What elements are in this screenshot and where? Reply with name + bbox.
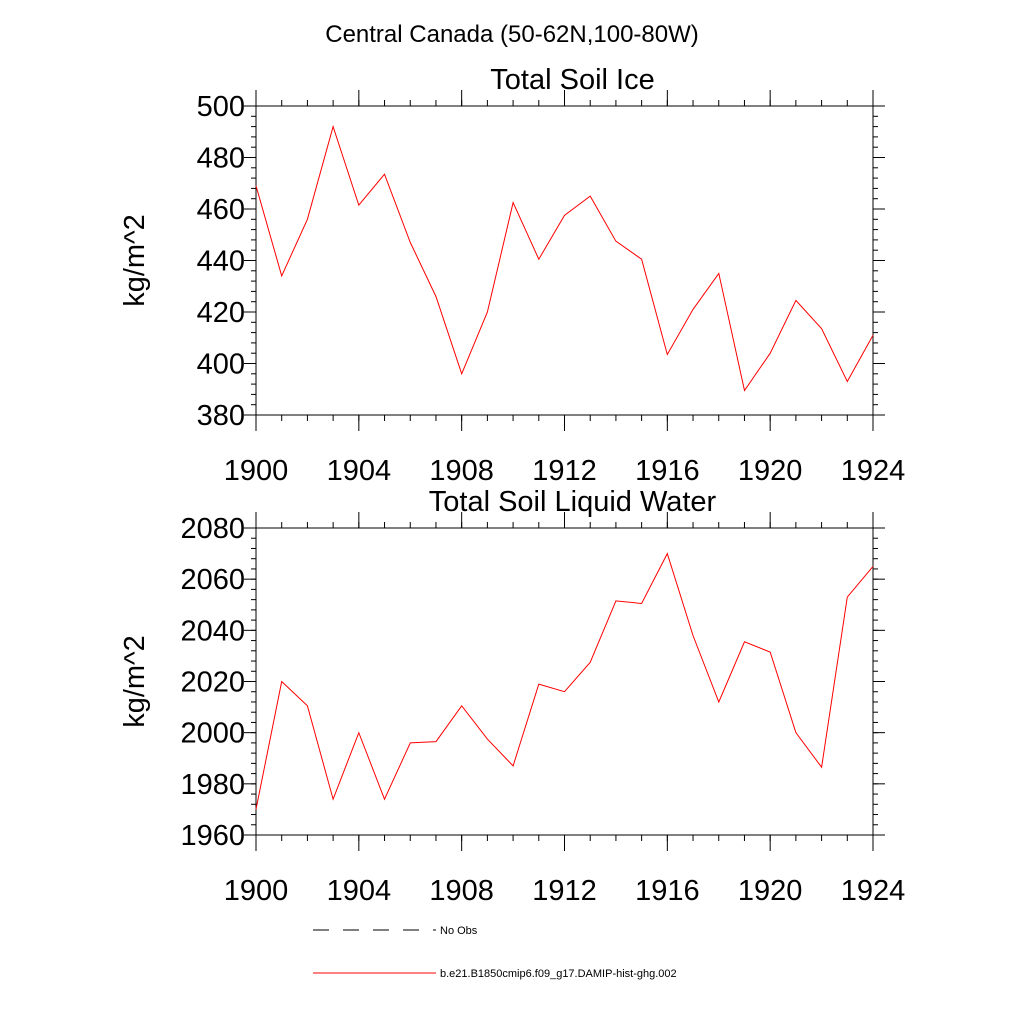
y-tick-label: 1960: [180, 820, 245, 852]
y-tick-label: 480: [197, 143, 245, 175]
plot-frame: [255, 105, 874, 416]
y-tick-label: 440: [197, 246, 245, 278]
panel-title: Total Soil Liquid Water: [429, 486, 717, 518]
y-tick-label: 400: [197, 349, 245, 381]
legend: No Obs b.e21.B1850cmip6.f09_g17.DAMIP-hi…: [313, 925, 677, 980]
axis-ticks: [244, 90, 885, 431]
plot-frame: [255, 527, 874, 836]
legend-label-no-obs: No Obs: [440, 925, 478, 937]
legend-label-model: b.e21.B1850cmip6.f09_g17.DAMIP-hist-ghg.…: [440, 968, 677, 980]
x-tick-label: 1908: [429, 875, 494, 907]
y-axis-label: kg/m^2: [119, 635, 151, 728]
x-tick-label: 1912: [532, 875, 597, 907]
x-tick-label: 1920: [738, 875, 803, 907]
x-tick-label: 1904: [327, 875, 392, 907]
y-tick-label: 1980: [180, 769, 245, 801]
y-tick-label: 500: [197, 91, 245, 123]
x-tick-label: 1912: [532, 455, 597, 487]
x-tick-label: 1916: [635, 455, 700, 487]
x-tick-label: 1900: [224, 455, 289, 487]
y-tick-label: 2060: [180, 564, 245, 596]
y-axis-label: kg/m^2: [119, 214, 151, 307]
x-tick-label: 1924: [841, 875, 906, 907]
series-line-1: [255, 124, 874, 392]
x-tick-label: 1924: [841, 455, 906, 487]
x-tick-label: 1916: [635, 875, 700, 907]
y-tick-label: 420: [197, 297, 245, 329]
y-tick-label: 460: [197, 194, 245, 226]
panel-title: Total Soil Ice: [490, 64, 654, 96]
y-tick-label: 380: [197, 400, 245, 432]
x-tick-label: 1904: [327, 455, 392, 487]
y-tick-label: 2020: [180, 667, 245, 699]
axis-ticks: [244, 512, 885, 851]
series-line-1: [255, 552, 874, 810]
y-tick-label: 2040: [180, 615, 245, 647]
x-tick-label: 1900: [224, 875, 289, 907]
x-tick-label: 1908: [429, 455, 494, 487]
figure-title: Central Canada (50-62N,100-80W): [325, 21, 699, 48]
chart-panels: Total Soil Ice 380 400 420 440 460 480 500 1900 1…: [119, 64, 905, 907]
chart-panel-2: Total Soil Liquid Water 1960 1980 2000 2020 2…: [119, 486, 905, 907]
y-tick-label: 2000: [180, 718, 245, 750]
x-tick-label: 1920: [738, 455, 803, 487]
y-tick-label: 2080: [180, 513, 245, 545]
chart-panel-1: Total Soil Ice 380 400 420 440 460 480 500 1900 1…: [119, 64, 905, 487]
